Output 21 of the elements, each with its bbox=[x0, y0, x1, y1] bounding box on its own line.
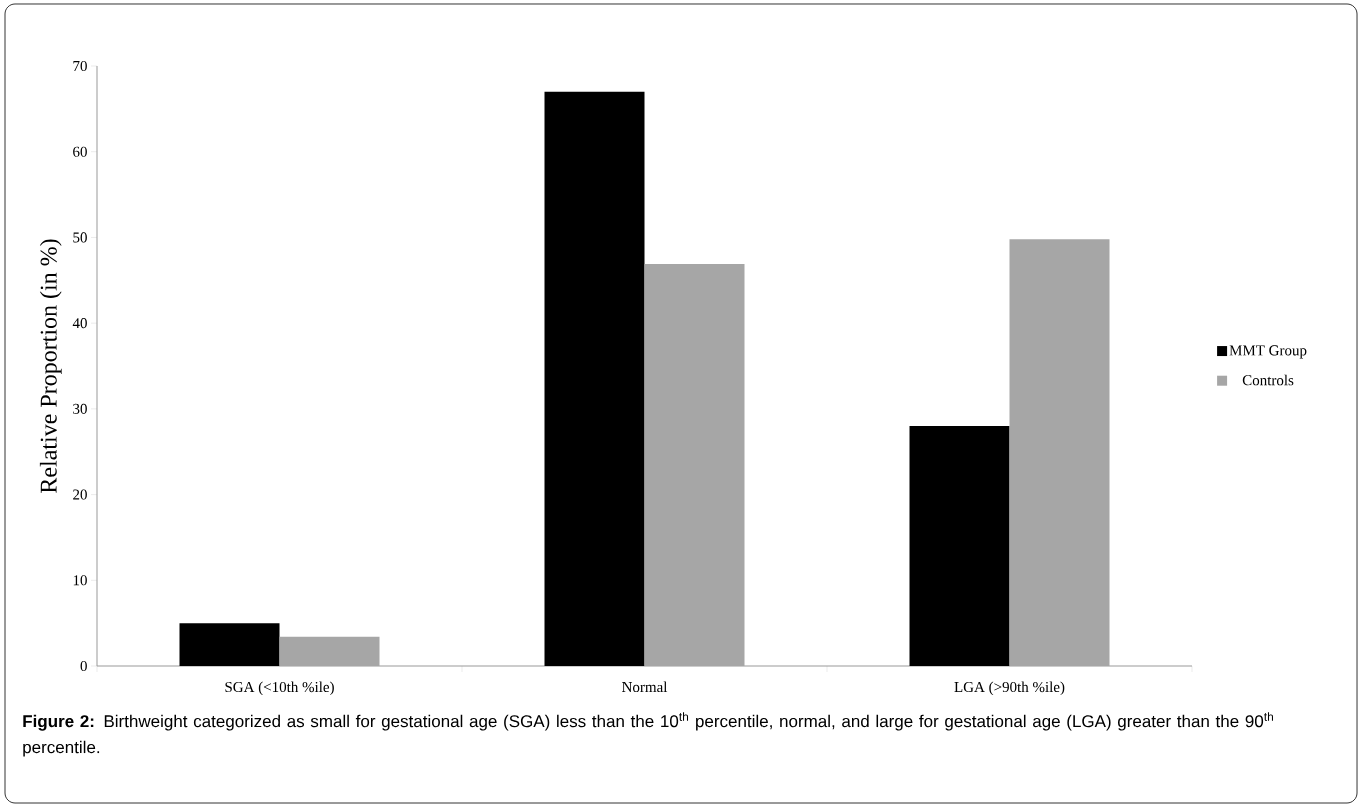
y-tick-label: 60 bbox=[73, 146, 87, 157]
y-tick-label: 40 bbox=[72, 318, 87, 329]
legend-label: Controls bbox=[1242, 374, 1294, 386]
y-tick-label: 50 bbox=[73, 232, 87, 243]
text: Figure 2: Birthweight categorized as small for gestational age (SGA) less than the 10$^{th}$ percentile, normal, and large for gestational age (LGA) greater than the 90$^{th}$ percentile. bbox=[23, 712, 1273, 757]
bar bbox=[909, 426, 1010, 666]
x-tick-label: SGA (<10th %ile) bbox=[225, 681, 334, 696]
bar bbox=[544, 91, 645, 666]
y-axis-title: Relative Proportion (in %) bbox=[39, 239, 62, 493]
y-tick-label: 70 bbox=[73, 60, 87, 72]
y-tick-label: 10 bbox=[73, 575, 87, 586]
y-tick-label: 0 bbox=[80, 660, 87, 672]
x-tick-label: LGA (>90th %ile) bbox=[954, 681, 1065, 696]
bar bbox=[1009, 239, 1110, 666]
y-tick-label: 20 bbox=[73, 489, 87, 500]
legend-label: MMT Group bbox=[1229, 345, 1307, 359]
bar bbox=[179, 623, 280, 666]
x-tick-label: Normal bbox=[622, 681, 668, 693]
bar bbox=[644, 264, 745, 666]
bar bbox=[279, 636, 380, 666]
y-tick-label: 30 bbox=[73, 403, 87, 414]
